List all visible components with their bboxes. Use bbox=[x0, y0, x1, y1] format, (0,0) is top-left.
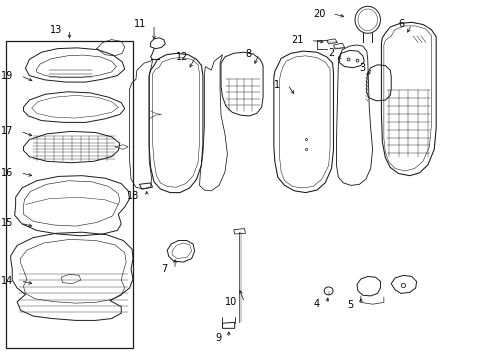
Text: 6: 6 bbox=[397, 19, 404, 30]
Text: 1: 1 bbox=[273, 80, 280, 90]
Text: 3: 3 bbox=[358, 63, 365, 73]
Text: 4: 4 bbox=[312, 299, 319, 309]
Text: 8: 8 bbox=[245, 49, 251, 59]
Text: 10: 10 bbox=[224, 297, 237, 307]
Text: 19: 19 bbox=[1, 71, 13, 81]
Text: 18: 18 bbox=[127, 191, 139, 201]
Text: 16: 16 bbox=[1, 168, 13, 178]
Text: 7: 7 bbox=[161, 264, 167, 274]
Text: 17: 17 bbox=[1, 126, 13, 136]
Text: 5: 5 bbox=[346, 300, 353, 310]
Text: 12: 12 bbox=[176, 52, 188, 62]
Text: 2: 2 bbox=[328, 48, 334, 58]
Bar bbox=[6, 41, 133, 348]
Text: 15: 15 bbox=[1, 218, 13, 228]
Text: 13: 13 bbox=[50, 24, 62, 35]
Text: 14: 14 bbox=[1, 276, 13, 286]
Text: 20: 20 bbox=[312, 9, 325, 19]
Text: 9: 9 bbox=[215, 333, 221, 343]
Text: 11: 11 bbox=[134, 19, 146, 30]
Text: 21: 21 bbox=[290, 35, 303, 45]
